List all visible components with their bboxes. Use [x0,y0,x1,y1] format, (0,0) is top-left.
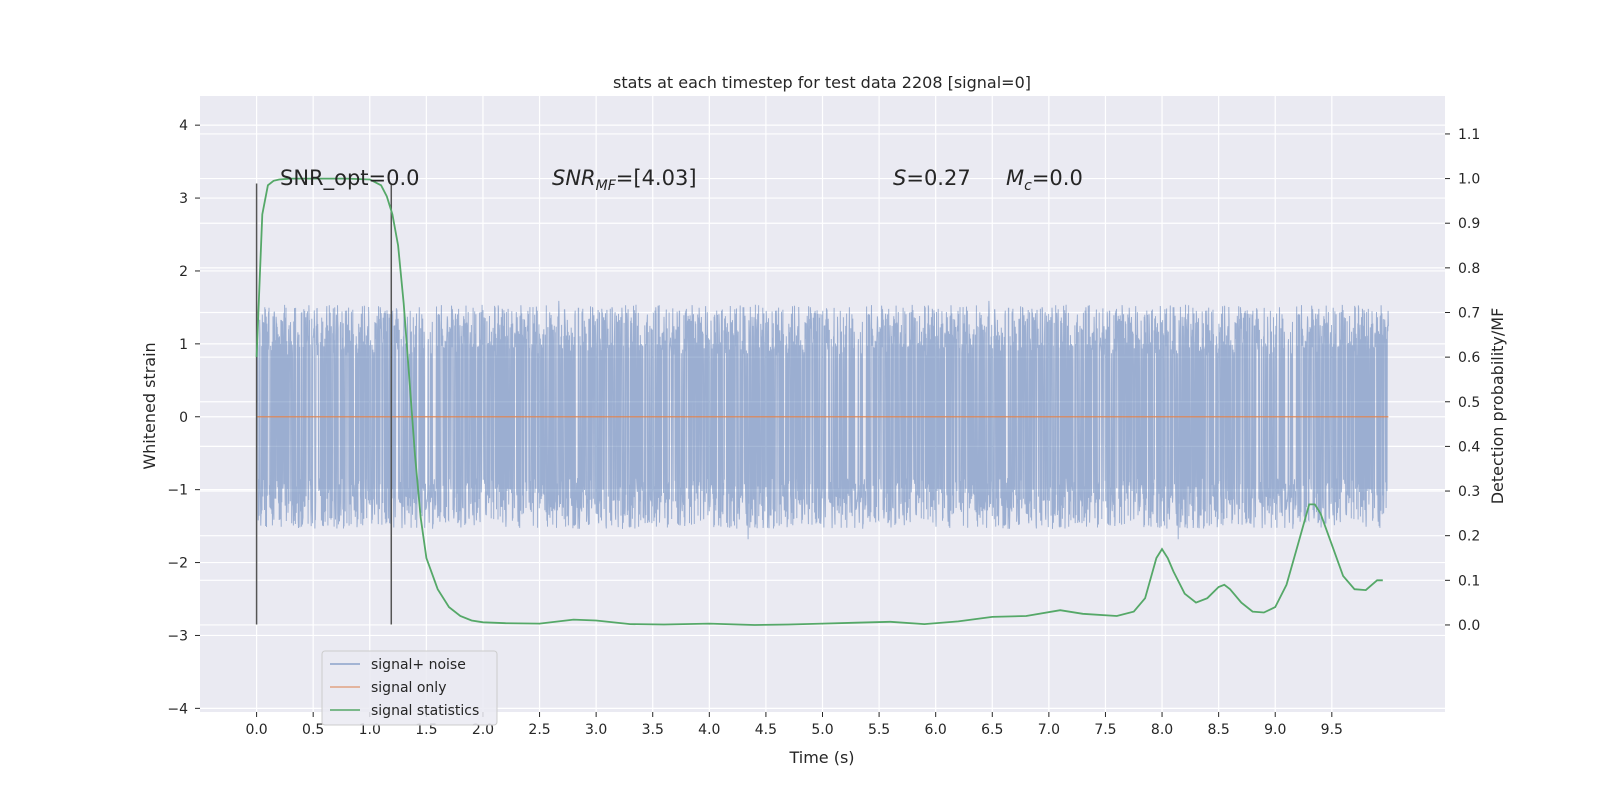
x-tick-label: 3.0 [585,722,607,738]
annotation-s: S=0.27 [893,166,971,190]
right-y-tick-label: 0.7 [1458,305,1480,321]
x-tick-label: 2.5 [528,722,550,738]
right-y-tick-label: 0.6 [1458,350,1480,366]
x-tick-label: 7.5 [1094,722,1116,738]
legend-label-signal-noise: signal+ noise [371,657,466,673]
annotation-s-symbol: S [893,166,906,190]
x-axis-label: Time (s) [788,748,854,767]
annotation-mc-subscript: c [1024,178,1032,194]
x-tick-label: 3.5 [642,722,664,738]
right-y-tick-label: 0.1 [1458,573,1480,589]
left-y-tick-label: −2 [167,556,188,572]
annotation-mc-value: =0.0 [1032,166,1083,190]
annotation-snr-mf-subscript: MF [596,178,617,194]
right-y-tick-label: 0.4 [1458,439,1480,455]
annotation-snr-mf-value: =[4.03] [616,166,697,190]
x-tick-label: 6.0 [925,722,947,738]
signal-noise-line [256,300,1389,540]
x-tick-label: 7.0 [1038,722,1060,738]
annotation-snr-mf-symbol: SNR [552,166,596,190]
left-y-tick-label: −3 [167,628,188,644]
left-y-tick-label: 2 [179,264,188,280]
signal-statistics-line [255,177,1383,626]
annotation-s-value: =0.27 [906,166,970,190]
legend-label-signal-statistics: signal statistics [371,703,479,719]
right-y-tick-label: 1.0 [1458,172,1480,188]
signal-noise-series [256,300,1389,540]
left-y-tick-label: −1 [167,483,188,499]
legend-label-signal-only: signal only [371,680,446,696]
left-y-tick-label: −4 [167,701,188,717]
right-y-tick-label: 0.0 [1458,618,1480,634]
right-y-tick-label: 0.5 [1458,395,1480,411]
x-tick-label: 6.5 [981,722,1003,738]
x-tick-label: 1.0 [359,722,381,738]
annotation-snr-mf: SNRMF=[4.03] [552,166,697,194]
x-tick-label: 1.5 [415,722,437,738]
x-tick-label: 9.5 [1321,722,1343,738]
x-tick-label: 8.5 [1208,722,1230,738]
x-tick-label: 2.0 [472,722,494,738]
right-y-tick-label: 0.3 [1458,484,1480,500]
left-y-tick-label: 0 [179,410,188,426]
right-y-tick-label: 0.9 [1458,216,1480,232]
left-y-tick-label: 3 [179,191,188,207]
x-axis-ticks: 0.0 0.5 1.0 1.5 2.0 2.5 3.0 3.5 4.0 4.5 5.0 5.5 6.0 6… [245,712,1343,738]
annotation-mc: Mc=0.0 [1006,166,1083,194]
annotation-mc-symbol: M [1006,166,1024,190]
legend: signal+ noise signal only signal statist… [321,650,498,726]
left-y-axis-ticks: −4 −3 −2 −1 0 1 2 3 4 [167,118,200,717]
right-y-tick-label: 0.2 [1458,529,1480,545]
vertical-markers [255,183,393,625]
x-tick-label: 4.0 [698,722,720,738]
x-tick-label: 9.0 [1264,722,1286,738]
x-tick-label: 8.0 [1151,722,1173,738]
left-y-tick-label: 4 [179,118,188,134]
right-y-axis-ticks: 0.0 0.1 0.2 0.3 0.4 0.5 0.6 0.7 0.8 0.9 1.0 1.1 [1445,127,1480,634]
x-tick-label: 0.0 [245,722,267,738]
right-y-axis-label: Detection probability/MF [1488,308,1507,505]
signal-statistics-series [255,177,1383,626]
right-y-tick-label: 0.8 [1458,261,1480,277]
left-y-tick-label: 1 [179,337,188,353]
x-tick-label: 5.5 [868,722,890,738]
annotation-snr-opt: SNR_opt=0.0 [280,166,420,191]
chart-title: stats at each timestep for test data 220… [613,73,1031,92]
x-tick-label: 5.0 [811,722,833,738]
x-tick-label: 0.5 [302,722,324,738]
right-y-tick-label: 1.1 [1458,127,1480,143]
legend-box [321,650,498,726]
x-tick-label: 4.5 [755,722,777,738]
left-y-axis-label: Whitened strain [140,342,159,469]
